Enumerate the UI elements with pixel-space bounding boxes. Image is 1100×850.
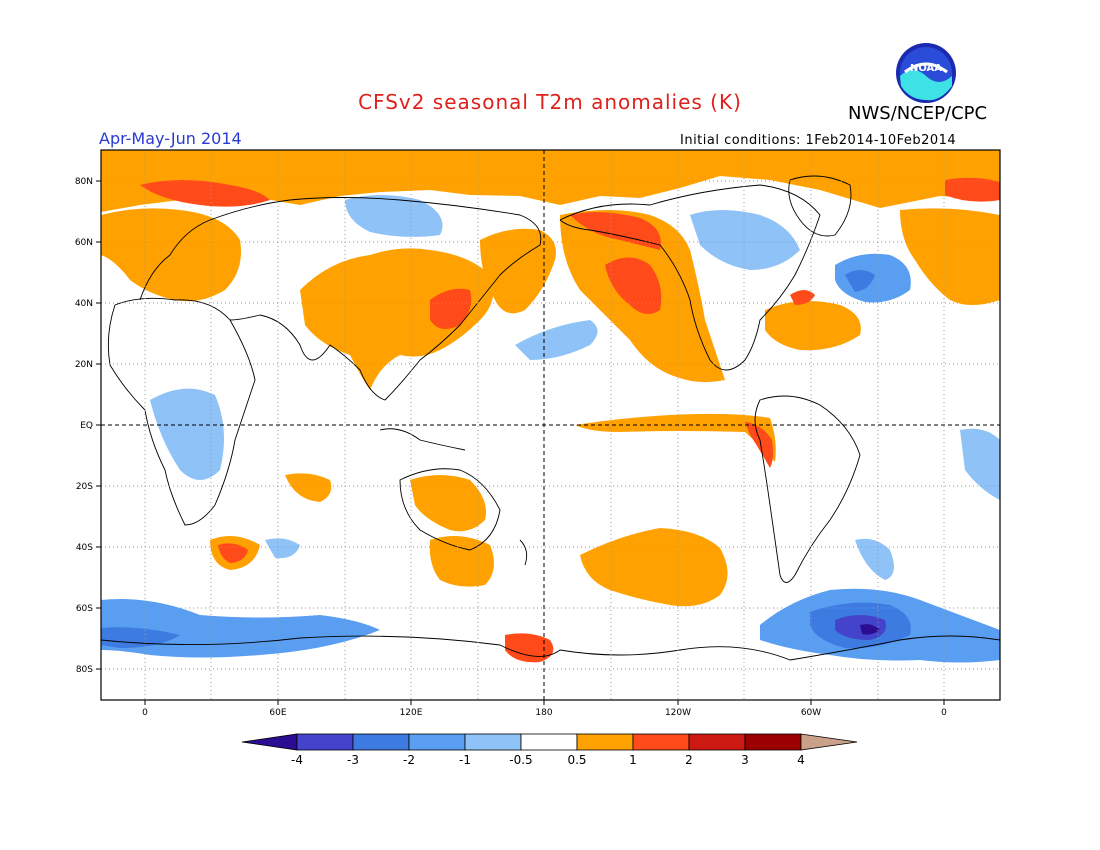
colorbar-segment (744, 733, 802, 751)
colorbar-segment (464, 733, 522, 751)
lon-label: 60W (801, 708, 821, 718)
lon-label: 120E (400, 708, 423, 718)
warm-region-australia (410, 475, 486, 532)
colorbar-segment (688, 733, 746, 751)
colorbar-label: -4 (291, 753, 303, 767)
coastline-north-america (559, 184, 821, 371)
cold-region-north-atlantic-core (845, 270, 875, 292)
colorbar-segment (800, 733, 858, 751)
lon-label: 0 (142, 708, 148, 718)
longitude-labels: 0 60E 120E 180 120W 60W 0 (142, 708, 947, 718)
colorbar-label: 2 (685, 753, 693, 767)
coastline-australia (399, 468, 501, 551)
cold-region-africa (150, 388, 224, 480)
lat-label: 20N (75, 360, 93, 370)
cold-region-atlantic-east (960, 428, 1000, 500)
cold-region-antarctic-west (101, 599, 380, 658)
coastline-eurasia (139, 197, 542, 401)
colorbar-label: 3 (741, 753, 749, 767)
colorbar-label: -1 (459, 753, 471, 767)
warm-region-south-pacific (580, 528, 728, 607)
colorbar-segment (520, 733, 578, 751)
cold-region-canada (690, 210, 800, 270)
colorbar-segment (632, 733, 690, 751)
colorbar-segment (576, 733, 634, 751)
latitude-labels: 80N 60N 40N 20N EQ 20S 40S 60S 80S (75, 177, 93, 675)
cold-region-south-america (855, 538, 894, 580)
warm-region-japan (430, 288, 472, 329)
warm-region-enso (575, 413, 776, 462)
lat-label: 80S (76, 665, 93, 675)
coastlines (101, 175, 1000, 661)
colorbar-label: 4 (797, 753, 805, 767)
tick-marks (96, 180, 945, 705)
coastline-indonesia (379, 428, 466, 451)
lon-label: 60E (269, 708, 286, 718)
warm-region-alaska (570, 212, 661, 250)
warm-region-labrador (790, 290, 815, 305)
colorbar (241, 733, 858, 751)
warm-region-svalbard (945, 177, 1000, 202)
colorbar-labels: -4 -3 -2 -1 -0.5 0.5 1 2 3 4 (291, 753, 805, 767)
coastline-new-zealand (519, 539, 528, 566)
colorbar-label: -3 (347, 753, 359, 767)
coastline-south-america (754, 395, 861, 583)
warm-region-bering (480, 228, 556, 314)
warm-region-europe-east (900, 208, 1000, 305)
cold-region-indian-ocean (265, 538, 300, 559)
lon-label: 180 (535, 708, 552, 718)
warm-region-enso-core (745, 422, 774, 468)
coastline-greenland (788, 175, 852, 237)
cold-region-weddell-center (835, 615, 886, 640)
lat-label: 40N (75, 299, 93, 309)
svg-text:NOAA: NOAA (910, 63, 942, 74)
lat-label: 80N (75, 177, 93, 187)
warm-region-south-atlantic (285, 473, 332, 502)
warm-region-atlantic-us (765, 301, 861, 351)
cold-region-weddell-min (860, 624, 880, 635)
cold-region-antarctic-west-core (101, 627, 180, 648)
warm-region-east-asia (300, 248, 494, 390)
reference-lines (101, 150, 1000, 700)
coastline-antarctica (101, 635, 1000, 661)
cold-region-north-pacific (515, 320, 598, 360)
lat-label: 60N (75, 238, 93, 248)
warm-region-ne-pacific (605, 257, 662, 314)
colorbar-segment (296, 733, 354, 751)
agency-label: NWS/NCEP/CPC (848, 103, 988, 124)
warm-region-ross (505, 633, 554, 663)
coastline-africa (107, 297, 256, 526)
warm-region-south-indian-core (218, 543, 248, 563)
initial-conditions-label: Initial conditions: 1Feb2014-10Feb2014 (680, 133, 957, 148)
lat-label: 60S (76, 604, 93, 614)
colorbar-label: -0.5 (509, 753, 532, 767)
warm-region-eurasia-north (140, 180, 270, 207)
lat-label: 40S (76, 543, 93, 553)
colorbar-label: 0.5 (567, 753, 586, 767)
anomaly-fields (101, 150, 1000, 663)
colorbar-label: -2 (403, 753, 415, 767)
warm-region-arctic (101, 150, 1000, 212)
lon-label: 0 (941, 708, 947, 718)
noaa-logo: NOAA (896, 43, 956, 103)
lat-label: 20S (76, 482, 93, 492)
colorbar-segment (352, 733, 410, 751)
warm-region-tasman (429, 536, 494, 587)
season-label: Apr-May-Jun 2014 (99, 129, 242, 148)
chart-title: CFSv2 seasonal T2m anomalies (K) (358, 90, 742, 114)
colorbar-segment (408, 733, 466, 751)
lat-label: EQ (80, 421, 93, 431)
colorbar-segment (241, 733, 298, 751)
cold-region-siberia (345, 195, 443, 237)
colorbar-label: 1 (629, 753, 637, 767)
lon-label: 120W (665, 708, 691, 718)
warm-region-europe (101, 208, 241, 302)
